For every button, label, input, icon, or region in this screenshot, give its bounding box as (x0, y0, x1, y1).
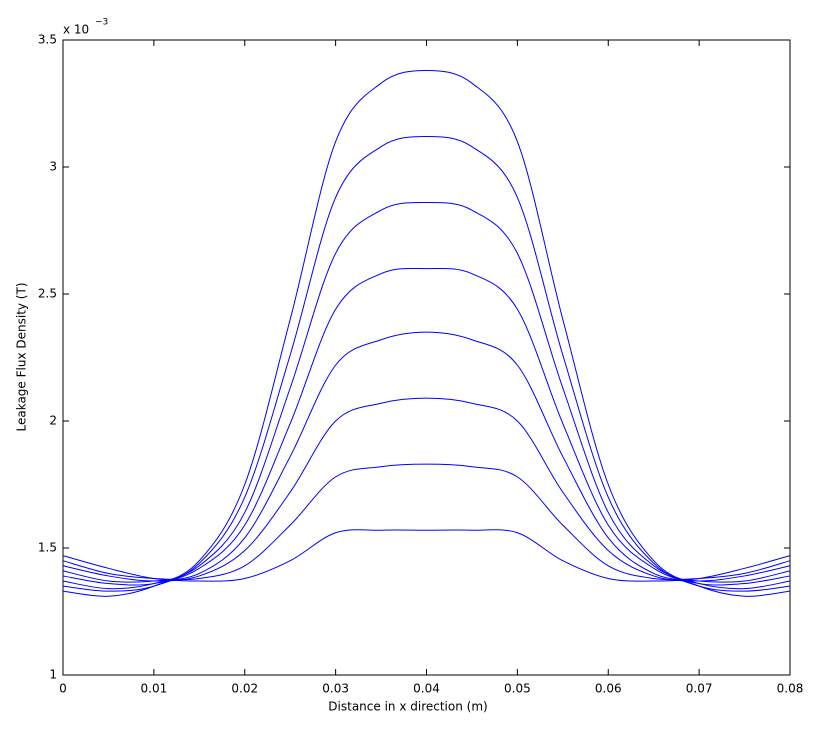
x-tick-label: 0.03 (322, 682, 349, 696)
curve (62, 69, 791, 597)
x-axis-label: Distance in x direction (m) (328, 700, 487, 714)
x-tick-label: 0.02 (231, 682, 258, 696)
x-tick-label: 0.04 (413, 682, 440, 696)
y-axis-label: Leakage Flux Density (T) (15, 282, 29, 431)
curve (62, 136, 791, 592)
curve (62, 331, 791, 583)
y-tick-label: 2 (49, 414, 57, 428)
curve (62, 397, 791, 582)
y-tick-label: 3 (49, 160, 57, 174)
y-tick-label: 2.5 (38, 287, 57, 301)
y-tick-label: 1.5 (38, 541, 57, 555)
x-tick-label: 0.07 (686, 682, 713, 696)
curve (62, 267, 791, 586)
y-multiplier: x 10 (63, 23, 89, 37)
curve (62, 529, 791, 582)
plot-frame (62, 39, 791, 676)
x-tick-label: 0 (59, 682, 67, 696)
x-tick-label: 0.01 (141, 682, 168, 696)
curve (62, 202, 791, 590)
y-tick-label: 1 (49, 668, 57, 682)
y-exponent: −3 (95, 18, 108, 28)
x-tick-label: 0.06 (595, 682, 622, 696)
y-tick-label: 3.5 (38, 33, 57, 47)
x-tick-label: 0.05 (504, 682, 531, 696)
curve (62, 463, 791, 581)
x-tick-label: 0.08 (777, 682, 804, 696)
